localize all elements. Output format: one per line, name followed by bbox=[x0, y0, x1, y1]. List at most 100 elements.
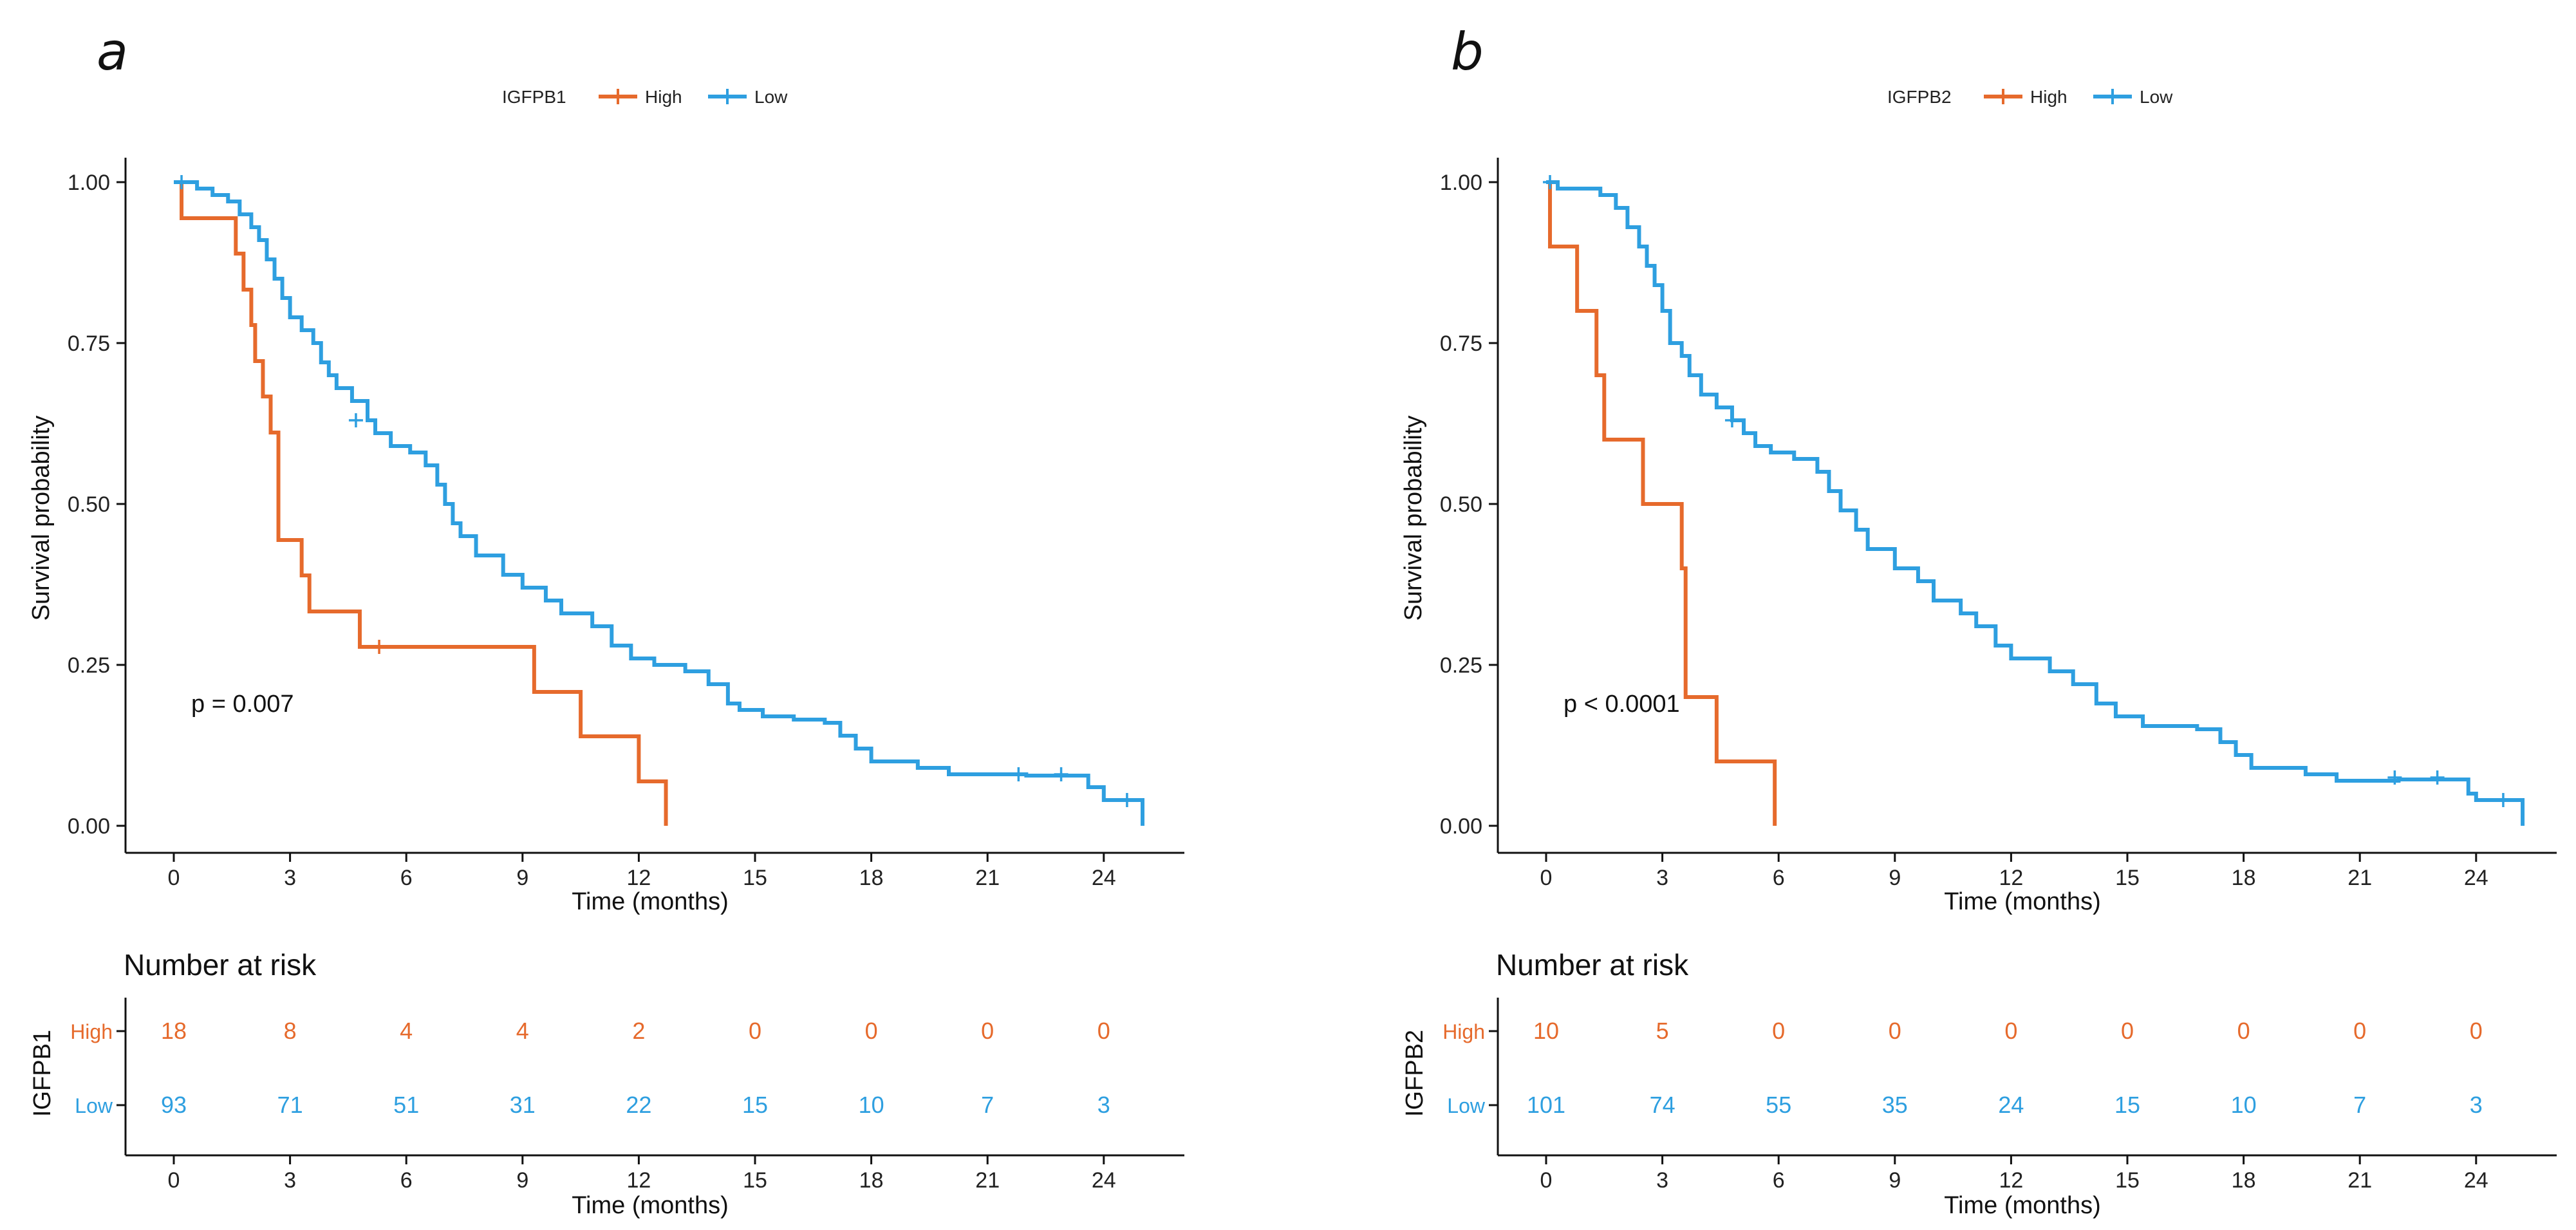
risk-count: 0 bbox=[981, 1018, 994, 1044]
x-axis-title: Time (months) bbox=[572, 888, 729, 915]
risk-x-tick-label: 24 bbox=[1092, 1168, 1116, 1193]
x-tick-label: 0 bbox=[1540, 866, 1553, 890]
risk-x-tick-label: 3 bbox=[284, 1168, 296, 1193]
x-tick-label: 21 bbox=[975, 866, 1000, 890]
km-curve-high bbox=[1546, 180, 1777, 826]
censor-mark bbox=[1011, 767, 1026, 781]
x-tick-label: 0 bbox=[168, 866, 180, 890]
risk-count: 0 bbox=[1772, 1018, 1785, 1044]
x-tick-label: 6 bbox=[400, 866, 413, 890]
risk-x-tick-label: 3 bbox=[1656, 1168, 1668, 1193]
risk-count: 35 bbox=[1882, 1092, 1908, 1118]
risk-count: 5 bbox=[1656, 1018, 1669, 1044]
risk-x-tick-label: 12 bbox=[626, 1168, 651, 1193]
risk-x-tick-label: 18 bbox=[2232, 1168, 2256, 1193]
risk-table: Number at risk High 10 5 0 0 0 0 0 0 0 Low 101 74 55 35… bbox=[1401, 948, 2557, 1219]
risk-row-label-high: High bbox=[70, 1020, 113, 1043]
p-value: p = 0.007 bbox=[191, 691, 294, 718]
y-tick-label: 0.50 bbox=[1440, 492, 1482, 517]
x-tick-label: 3 bbox=[284, 866, 296, 890]
censor-mark bbox=[2430, 770, 2445, 785]
risk-x-tick-label: 0 bbox=[1540, 1168, 1553, 1193]
risk-count: 0 bbox=[1889, 1018, 1901, 1044]
risk-count: 3 bbox=[2470, 1092, 2483, 1118]
risk-x-tick-label: 9 bbox=[516, 1168, 528, 1193]
risk-count: 0 bbox=[2237, 1018, 2250, 1044]
risk-count: 10 bbox=[1533, 1018, 1559, 1044]
risk-x-tick-label: 21 bbox=[2347, 1168, 2372, 1193]
risk-x-tick-label: 15 bbox=[2115, 1168, 2140, 1193]
risk-x-tick-label: 12 bbox=[1999, 1168, 2023, 1193]
x-tick-label: 24 bbox=[2464, 866, 2488, 890]
x-tick-label: 24 bbox=[1092, 866, 1116, 890]
risk-x-tick-label: 15 bbox=[743, 1168, 767, 1193]
y-tick-label: 1.00 bbox=[68, 171, 110, 195]
risk-count: 2 bbox=[632, 1018, 645, 1044]
risk-count: 93 bbox=[161, 1092, 187, 1118]
legend-label-low: Low bbox=[2140, 87, 2173, 107]
legend-title: IGFPB2 bbox=[1887, 87, 1952, 107]
risk-count: 51 bbox=[393, 1092, 419, 1118]
censor-mark bbox=[2496, 793, 2510, 807]
risk-count: 0 bbox=[2470, 1018, 2483, 1044]
risk-table-heading: Number at risk bbox=[124, 948, 317, 982]
legend-label-high: High bbox=[2030, 87, 2067, 107]
risk-x-tick-label: 6 bbox=[1773, 1168, 1785, 1193]
y-tick-label: 0.00 bbox=[68, 814, 110, 839]
x-tick-label: 12 bbox=[1999, 866, 2023, 890]
risk-row-label-low: Low bbox=[1447, 1094, 1486, 1117]
x-tick-label: 18 bbox=[859, 866, 884, 890]
risk-count: 71 bbox=[277, 1092, 303, 1118]
p-value: p < 0.0001 bbox=[1563, 691, 1680, 718]
risk-count: 0 bbox=[2121, 1018, 2134, 1044]
y-tick-label: 0.75 bbox=[68, 331, 110, 356]
censor-mark bbox=[1119, 793, 1134, 807]
risk-count: 24 bbox=[1998, 1092, 2024, 1118]
risk-count: 74 bbox=[1650, 1092, 1675, 1118]
risk-x-tick-label: 18 bbox=[859, 1168, 884, 1193]
risk-count: 4 bbox=[400, 1018, 413, 1044]
censor-mark bbox=[2387, 770, 2402, 785]
risk-count: 15 bbox=[2114, 1092, 2140, 1118]
risk-count: 31 bbox=[510, 1092, 536, 1118]
km-curve-high bbox=[174, 180, 668, 826]
y-axis-title: Survival probability bbox=[1400, 416, 1427, 621]
risk-x-tick-label: 9 bbox=[1889, 1168, 1901, 1193]
legend: IGFPB2 High Low bbox=[1887, 87, 2173, 107]
y-tick-label: 0.00 bbox=[1440, 814, 1482, 839]
censor-mark bbox=[348, 413, 363, 427]
risk-x-tick-label: 6 bbox=[400, 1168, 413, 1193]
y-axis-title: Survival probability bbox=[28, 416, 55, 621]
risk-x-tick-label: 24 bbox=[2464, 1168, 2488, 1193]
x-tick-label: 3 bbox=[1656, 866, 1668, 890]
risk-count: 10 bbox=[859, 1092, 884, 1118]
x-tick-label: 18 bbox=[2232, 866, 2256, 890]
y-tick-label: 0.50 bbox=[68, 492, 110, 517]
x-tick-label: 6 bbox=[1773, 866, 1785, 890]
risk-count: 7 bbox=[981, 1092, 994, 1118]
axes: 0.00 0.25 0.50 0.75 1.00 0 3 6 9 12 15 18 21 24 Time (… bbox=[28, 158, 1184, 915]
risk-row-label-high: High bbox=[1442, 1020, 1485, 1043]
risk-x-tick-label: 0 bbox=[168, 1168, 180, 1193]
risk-row-label-low: Low bbox=[75, 1094, 113, 1117]
panel-letter: a bbox=[97, 22, 128, 82]
x-axis-title: Time (months) bbox=[1944, 888, 2101, 915]
censor-mark bbox=[1054, 767, 1069, 781]
risk-count: 0 bbox=[2353, 1018, 2366, 1044]
km-curve-low bbox=[174, 180, 1144, 826]
x-tick-label: 15 bbox=[743, 866, 767, 890]
censor-mark bbox=[1724, 413, 1739, 427]
x-tick-label: 21 bbox=[2347, 866, 2372, 890]
x-tick-label: 15 bbox=[2115, 866, 2140, 890]
legend-title: IGFPB1 bbox=[502, 87, 566, 107]
risk-table-heading: Number at risk bbox=[1496, 948, 1689, 982]
x-tick-label: 12 bbox=[626, 866, 651, 890]
risk-count: 0 bbox=[2004, 1018, 2017, 1044]
axes: 0.00 0.25 0.50 0.75 1.00 0 3 6 9 12 15 18 21 24 Time (… bbox=[1400, 158, 2557, 915]
y-tick-label: 0.25 bbox=[68, 653, 110, 678]
risk-count: 3 bbox=[1097, 1092, 1110, 1118]
panel-b: b IGFPB2 High Low 0.00 0.25 0.50 0.75 1.00 0 3 6 9 12… bbox=[1400, 22, 2557, 1219]
risk-strata-title: IGFPB2 bbox=[1401, 1030, 1428, 1117]
